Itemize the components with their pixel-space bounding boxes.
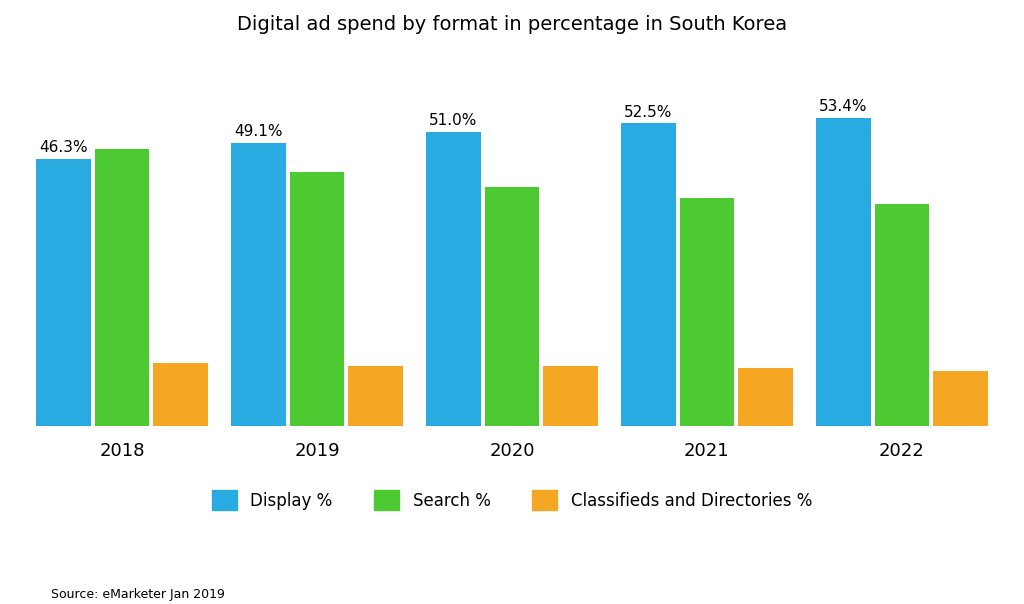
Bar [738, 368, 793, 426]
Legend: Display %, Search %, Classifieds and Directories %: Display %, Search %, Classifieds and Dir… [206, 483, 818, 517]
Text: 49.1%: 49.1% [234, 124, 283, 139]
Text: Source: eMarketer Jan 2019: Source: eMarketer Jan 2019 [51, 588, 225, 601]
Bar [933, 371, 987, 426]
Bar [622, 123, 676, 426]
Bar [95, 149, 150, 426]
Bar [154, 362, 208, 426]
Bar [290, 172, 344, 426]
Bar [231, 143, 286, 426]
Bar [680, 198, 734, 426]
Title: Digital ad spend by format in percentage in South Korea: Digital ad spend by format in percentage… [237, 15, 787, 34]
Bar [426, 132, 481, 426]
Bar [874, 204, 929, 426]
Bar [816, 118, 870, 426]
Text: 52.5%: 52.5% [625, 104, 673, 120]
Bar [484, 187, 540, 426]
Text: 51.0%: 51.0% [429, 113, 478, 128]
Bar [543, 365, 598, 426]
Text: 53.4%: 53.4% [819, 99, 867, 114]
Text: 46.3%: 46.3% [39, 140, 88, 155]
Bar [348, 365, 402, 426]
Bar [37, 159, 91, 426]
